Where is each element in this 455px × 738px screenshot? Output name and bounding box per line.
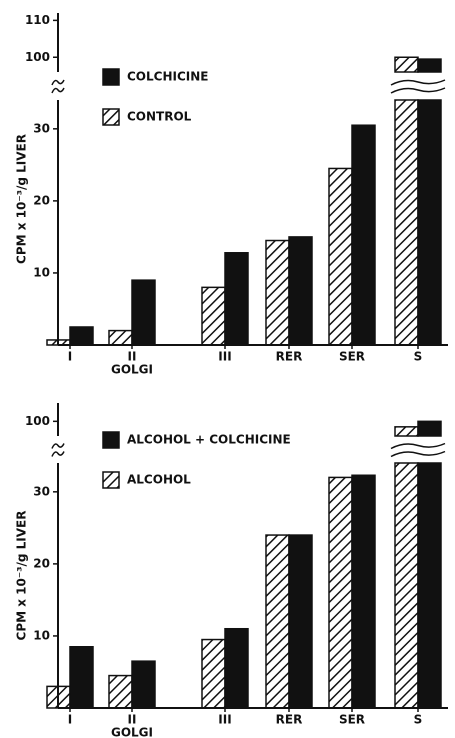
x-tick-label: II (128, 713, 137, 727)
y-tick-label: 20 (33, 193, 50, 207)
bar (131, 279, 156, 346)
y-axis-label: CPM x 10⁻³/g LIVER (15, 511, 29, 641)
bar (108, 674, 133, 709)
annotation: GOLGI (111, 363, 153, 377)
x-tick-label: SER (339, 350, 365, 364)
bar (394, 99, 419, 346)
bar (265, 534, 290, 709)
bar (417, 58, 442, 73)
axis-break (51, 443, 65, 449)
bar (224, 627, 249, 709)
bar (417, 99, 442, 346)
bar (288, 236, 313, 346)
annotation: GOLGI (111, 726, 153, 738)
bar (265, 239, 290, 346)
y-axis-label: CPM x 10⁻³/g LIVER (15, 134, 29, 264)
bar (69, 326, 94, 346)
y-tick-label: 10 (33, 265, 50, 279)
bar (224, 252, 249, 346)
x-tick-label: S (414, 350, 423, 364)
legend-swatch (102, 471, 120, 489)
x-tick-label: II (128, 350, 137, 364)
bar (288, 534, 313, 709)
legend-label: ALCOHOL + COLCHICINE (127, 433, 291, 447)
bar (417, 462, 442, 709)
x-tick-label: RER (276, 350, 303, 364)
bar (131, 660, 156, 709)
legend-swatch (102, 431, 120, 449)
axis-break (51, 79, 65, 86)
x-tick-label: SER (339, 713, 365, 727)
x-tick-label: III (218, 713, 231, 727)
axis-break (390, 87, 446, 94)
x-tick-label: I (68, 713, 72, 727)
y-tick-label: 30 (33, 484, 50, 498)
bar (394, 56, 419, 73)
y-tick-label: 100 (25, 414, 50, 428)
bar (108, 329, 133, 346)
axis-break (51, 451, 65, 457)
y-tick-label: 100 (25, 50, 50, 64)
axis-break (51, 87, 65, 94)
legend-label: COLCHICINE (127, 70, 208, 84)
y-tick-label: 10 (33, 628, 50, 642)
x-tick-label: S (414, 713, 423, 727)
x-tick-label: III (218, 350, 231, 364)
bar (69, 646, 94, 709)
axis-break (390, 450, 446, 458)
y-tick-label: 110 (25, 13, 50, 27)
legend-swatch (102, 108, 120, 126)
legend-label: CONTROL (127, 110, 192, 124)
x-tick-label: RER (276, 713, 303, 727)
x-tick-label: I (68, 350, 72, 364)
y-tick-label: 20 (33, 556, 50, 570)
bar (328, 476, 353, 709)
bar (351, 474, 376, 709)
bar (328, 167, 353, 346)
y-tick-label: 30 (33, 121, 50, 135)
axis-break (390, 442, 446, 450)
bar (201, 638, 226, 709)
legend-label: ALCOHOL (127, 473, 191, 487)
bar (394, 426, 419, 437)
axis-break (390, 79, 446, 86)
legend-swatch (102, 68, 120, 86)
bar (201, 286, 226, 346)
bar (394, 462, 419, 709)
bar (417, 420, 442, 437)
bar (351, 124, 376, 346)
